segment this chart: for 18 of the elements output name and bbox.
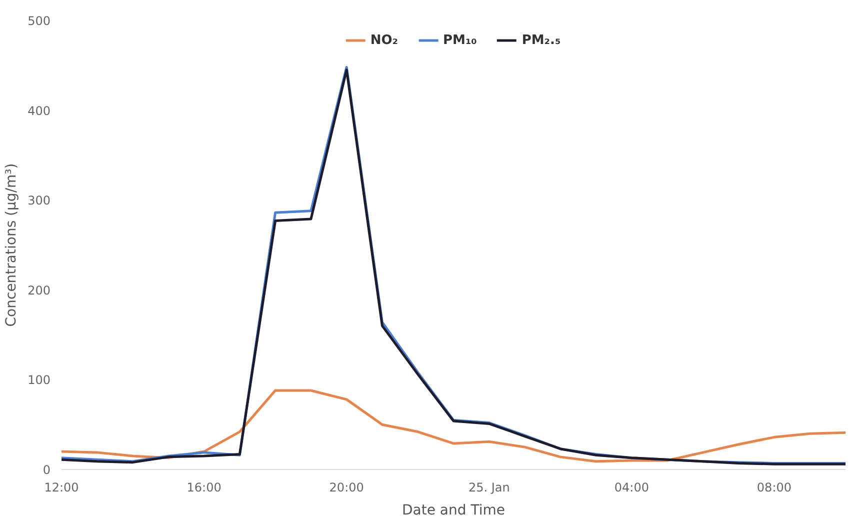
x-tick-label: 25. Jan [468, 480, 510, 494]
x-tick-label: 04:00 [614, 480, 649, 494]
y-tick-label: 400 [28, 104, 50, 118]
x-tick-label: 20:00 [329, 480, 364, 494]
legend-label: PM₁₀ [442, 32, 477, 48]
legend-label: NO₂ [370, 32, 398, 48]
y-tick-label: 100 [28, 373, 50, 388]
legend-label: PM₂.₅ [522, 32, 561, 48]
x-tick-label: 12:00 [44, 480, 79, 494]
y-tick-label: 200 [28, 283, 50, 298]
y-tick-label: 300 [28, 194, 50, 208]
x-tick-label: 08:00 [756, 480, 792, 494]
line-series [62, 389, 846, 463]
y-tick-label: 500 [28, 14, 50, 28]
x-tick-label: 16:00 [186, 480, 222, 494]
x-axis-title: Date and Time [402, 502, 505, 518]
y-tick-label: 0 [42, 463, 51, 477]
y-axis-title: Concentrations (μg/m³) [4, 163, 20, 327]
